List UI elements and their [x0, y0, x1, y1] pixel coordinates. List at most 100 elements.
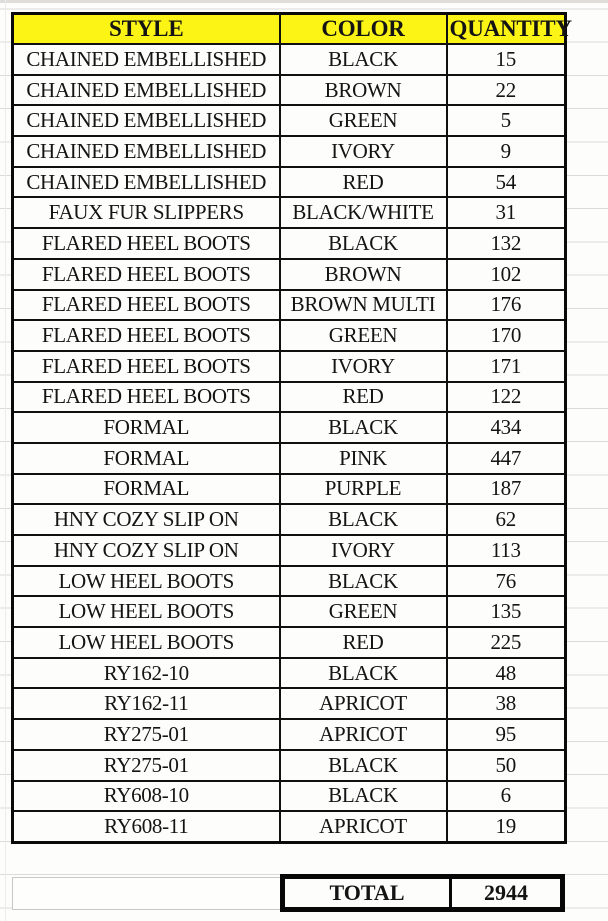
quantity-cell: 54 [445, 165, 567, 199]
quantity-cell: 225 [445, 626, 567, 659]
table-row: RY275-01 APRICOT 95 [11, 718, 567, 751]
style-cell: FLARED HEEL BOOTS [11, 349, 281, 383]
color-cell: IVORY [278, 349, 448, 383]
quantity-cell: 447 [445, 441, 567, 475]
quantity-cell: 95 [445, 718, 567, 751]
header-label: COLOR [321, 16, 405, 41]
style-cell: HNY COZY SLIP ON [11, 534, 281, 567]
style-cell: CHAINED EMBELLISHED [11, 104, 281, 138]
quantity-cell: 132 [445, 227, 567, 260]
table-row: CHAINED EMBELLISHED IVORY 9 [11, 135, 567, 168]
table-row: FLARED HEEL BOOTS RED 122 [11, 380, 567, 414]
style-cell: FLARED HEEL BOOTS [11, 257, 281, 291]
table-body: CHAINED EMBELLISHED BLACK 15 CHAINED EMBELL… [11, 43, 567, 844]
style-cell: CHAINED EMBELLISHED [11, 73, 281, 107]
quantity-column-header: QUANTITY [445, 12, 572, 45]
style-cell: LOW HEEL BOOTS [11, 564, 281, 598]
quantity-cell: 102 [445, 257, 567, 291]
style-cell: LOW HEEL BOOTS [11, 626, 281, 659]
table-row: FLARED HEEL BOOTS GREEN 170 [11, 319, 567, 352]
color-cell: BLACK [278, 43, 448, 76]
color-cell: BLACK [278, 503, 448, 536]
style-cell: RY608-10 [11, 779, 281, 813]
style-cell: CHAINED EMBELLISHED [11, 135, 281, 168]
color-cell: BROWN [278, 73, 448, 107]
style-cell: RY275-01 [11, 748, 281, 782]
color-cell: BLACK [278, 564, 448, 598]
color-cell: RED [278, 380, 448, 414]
quantity-cell: 62 [445, 503, 567, 536]
quantity-cell: 22 [445, 73, 567, 107]
total-value: 2944 [484, 880, 528, 905]
quantity-cell: 50 [445, 748, 567, 782]
empty-total-row-cell [12, 877, 281, 910]
style-column-header: STYLE [11, 12, 281, 45]
table-row: RY162-11 APRICOT 38 [11, 687, 567, 721]
color-cell: PURPLE [278, 472, 448, 506]
color-cell: APRICOT [278, 718, 448, 751]
style-cell: RY162-10 [11, 656, 281, 690]
table-row: RY608-11 APRICOT 19 [11, 810, 567, 844]
color-cell: APRICOT [278, 810, 448, 844]
style-cell: FLARED HEEL BOOTS [11, 288, 281, 322]
table-row: FORMAL BLACK 434 [11, 411, 567, 444]
quantity-cell: 6 [445, 779, 567, 813]
color-cell: RED [278, 626, 448, 659]
color-cell: IVORY [278, 534, 448, 567]
header-row: STYLE COLOR QUANTITY [11, 12, 572, 45]
table-row: FORMAL PURPLE 187 [11, 472, 567, 506]
quantity-cell: 9 [445, 135, 567, 168]
table-row: CHAINED EMBELLISHED RED 54 [11, 165, 567, 199]
color-cell: RED [278, 165, 448, 199]
style-cell: FORMAL [11, 411, 281, 444]
style-cell: RY275-01 [11, 718, 281, 751]
table-row: RY608-10 BLACK 6 [11, 779, 567, 813]
style-cell: FLARED HEEL BOOTS [11, 227, 281, 260]
header-label: STYLE [109, 16, 184, 41]
table-row: FLARED HEEL BOOTS BROWN MULTI 176 [11, 288, 567, 322]
color-cell: BLACK [278, 779, 448, 813]
color-cell: GREEN [278, 595, 448, 629]
style-cell: FAUX FUR SLIPPERS [11, 196, 281, 230]
table-row: CHAINED EMBELLISHED BROWN 22 [11, 73, 567, 107]
style-cell: LOW HEEL BOOTS [11, 595, 281, 629]
color-cell: BLACK/WHITE [278, 196, 448, 230]
quantity-cell: 176 [445, 288, 567, 322]
total-box: TOTAL 2944 [280, 874, 565, 912]
top-edge-gridline [0, 0, 608, 3]
style-cell: FORMAL [11, 441, 281, 475]
quantity-cell: 38 [445, 687, 567, 721]
style-cell: RY608-11 [11, 810, 281, 844]
table-row: FLARED HEEL BOOTS BLACK 132 [11, 227, 567, 260]
color-column-header: COLOR [278, 12, 448, 45]
table-row: LOW HEEL BOOTS RED 225 [11, 626, 567, 659]
color-cell: BROWN MULTI [278, 288, 448, 322]
quantity-cell: 187 [445, 472, 567, 506]
style-cell: FLARED HEEL BOOTS [11, 380, 281, 414]
color-cell: BLACK [278, 411, 448, 444]
table-row: FLARED HEEL BOOTS BROWN 102 [11, 257, 567, 291]
quantity-cell: 15 [445, 43, 567, 76]
quantity-cell: 31 [445, 196, 567, 230]
style-cell: FORMAL [11, 472, 281, 506]
table-row: RY162-10 BLACK 48 [11, 656, 567, 690]
table-row: CHAINED EMBELLISHED BLACK 15 [11, 43, 567, 76]
color-cell: BLACK [278, 748, 448, 782]
quantity-cell: 19 [445, 810, 567, 844]
color-cell: BLACK [278, 656, 448, 690]
color-cell: GREEN [278, 319, 448, 352]
color-cell: GREEN [278, 104, 448, 138]
table-row: LOW HEEL BOOTS BLACK 76 [11, 564, 567, 598]
quantity-cell: 135 [445, 595, 567, 629]
color-cell: BLACK [278, 227, 448, 260]
quantity-cell: 434 [445, 411, 567, 444]
left-edge-gridline [5, 0, 6, 921]
table-row: FAUX FUR SLIPPERS BLACK/WHITE 31 [11, 196, 567, 230]
color-cell: IVORY [278, 135, 448, 168]
table-row: HNY COZY SLIP ON BLACK 62 [11, 503, 567, 536]
color-cell: PINK [278, 441, 448, 475]
style-cell: FLARED HEEL BOOTS [11, 319, 281, 352]
table-row: CHAINED EMBELLISHED GREEN 5 [11, 104, 567, 138]
style-cell: HNY COZY SLIP ON [11, 503, 281, 536]
